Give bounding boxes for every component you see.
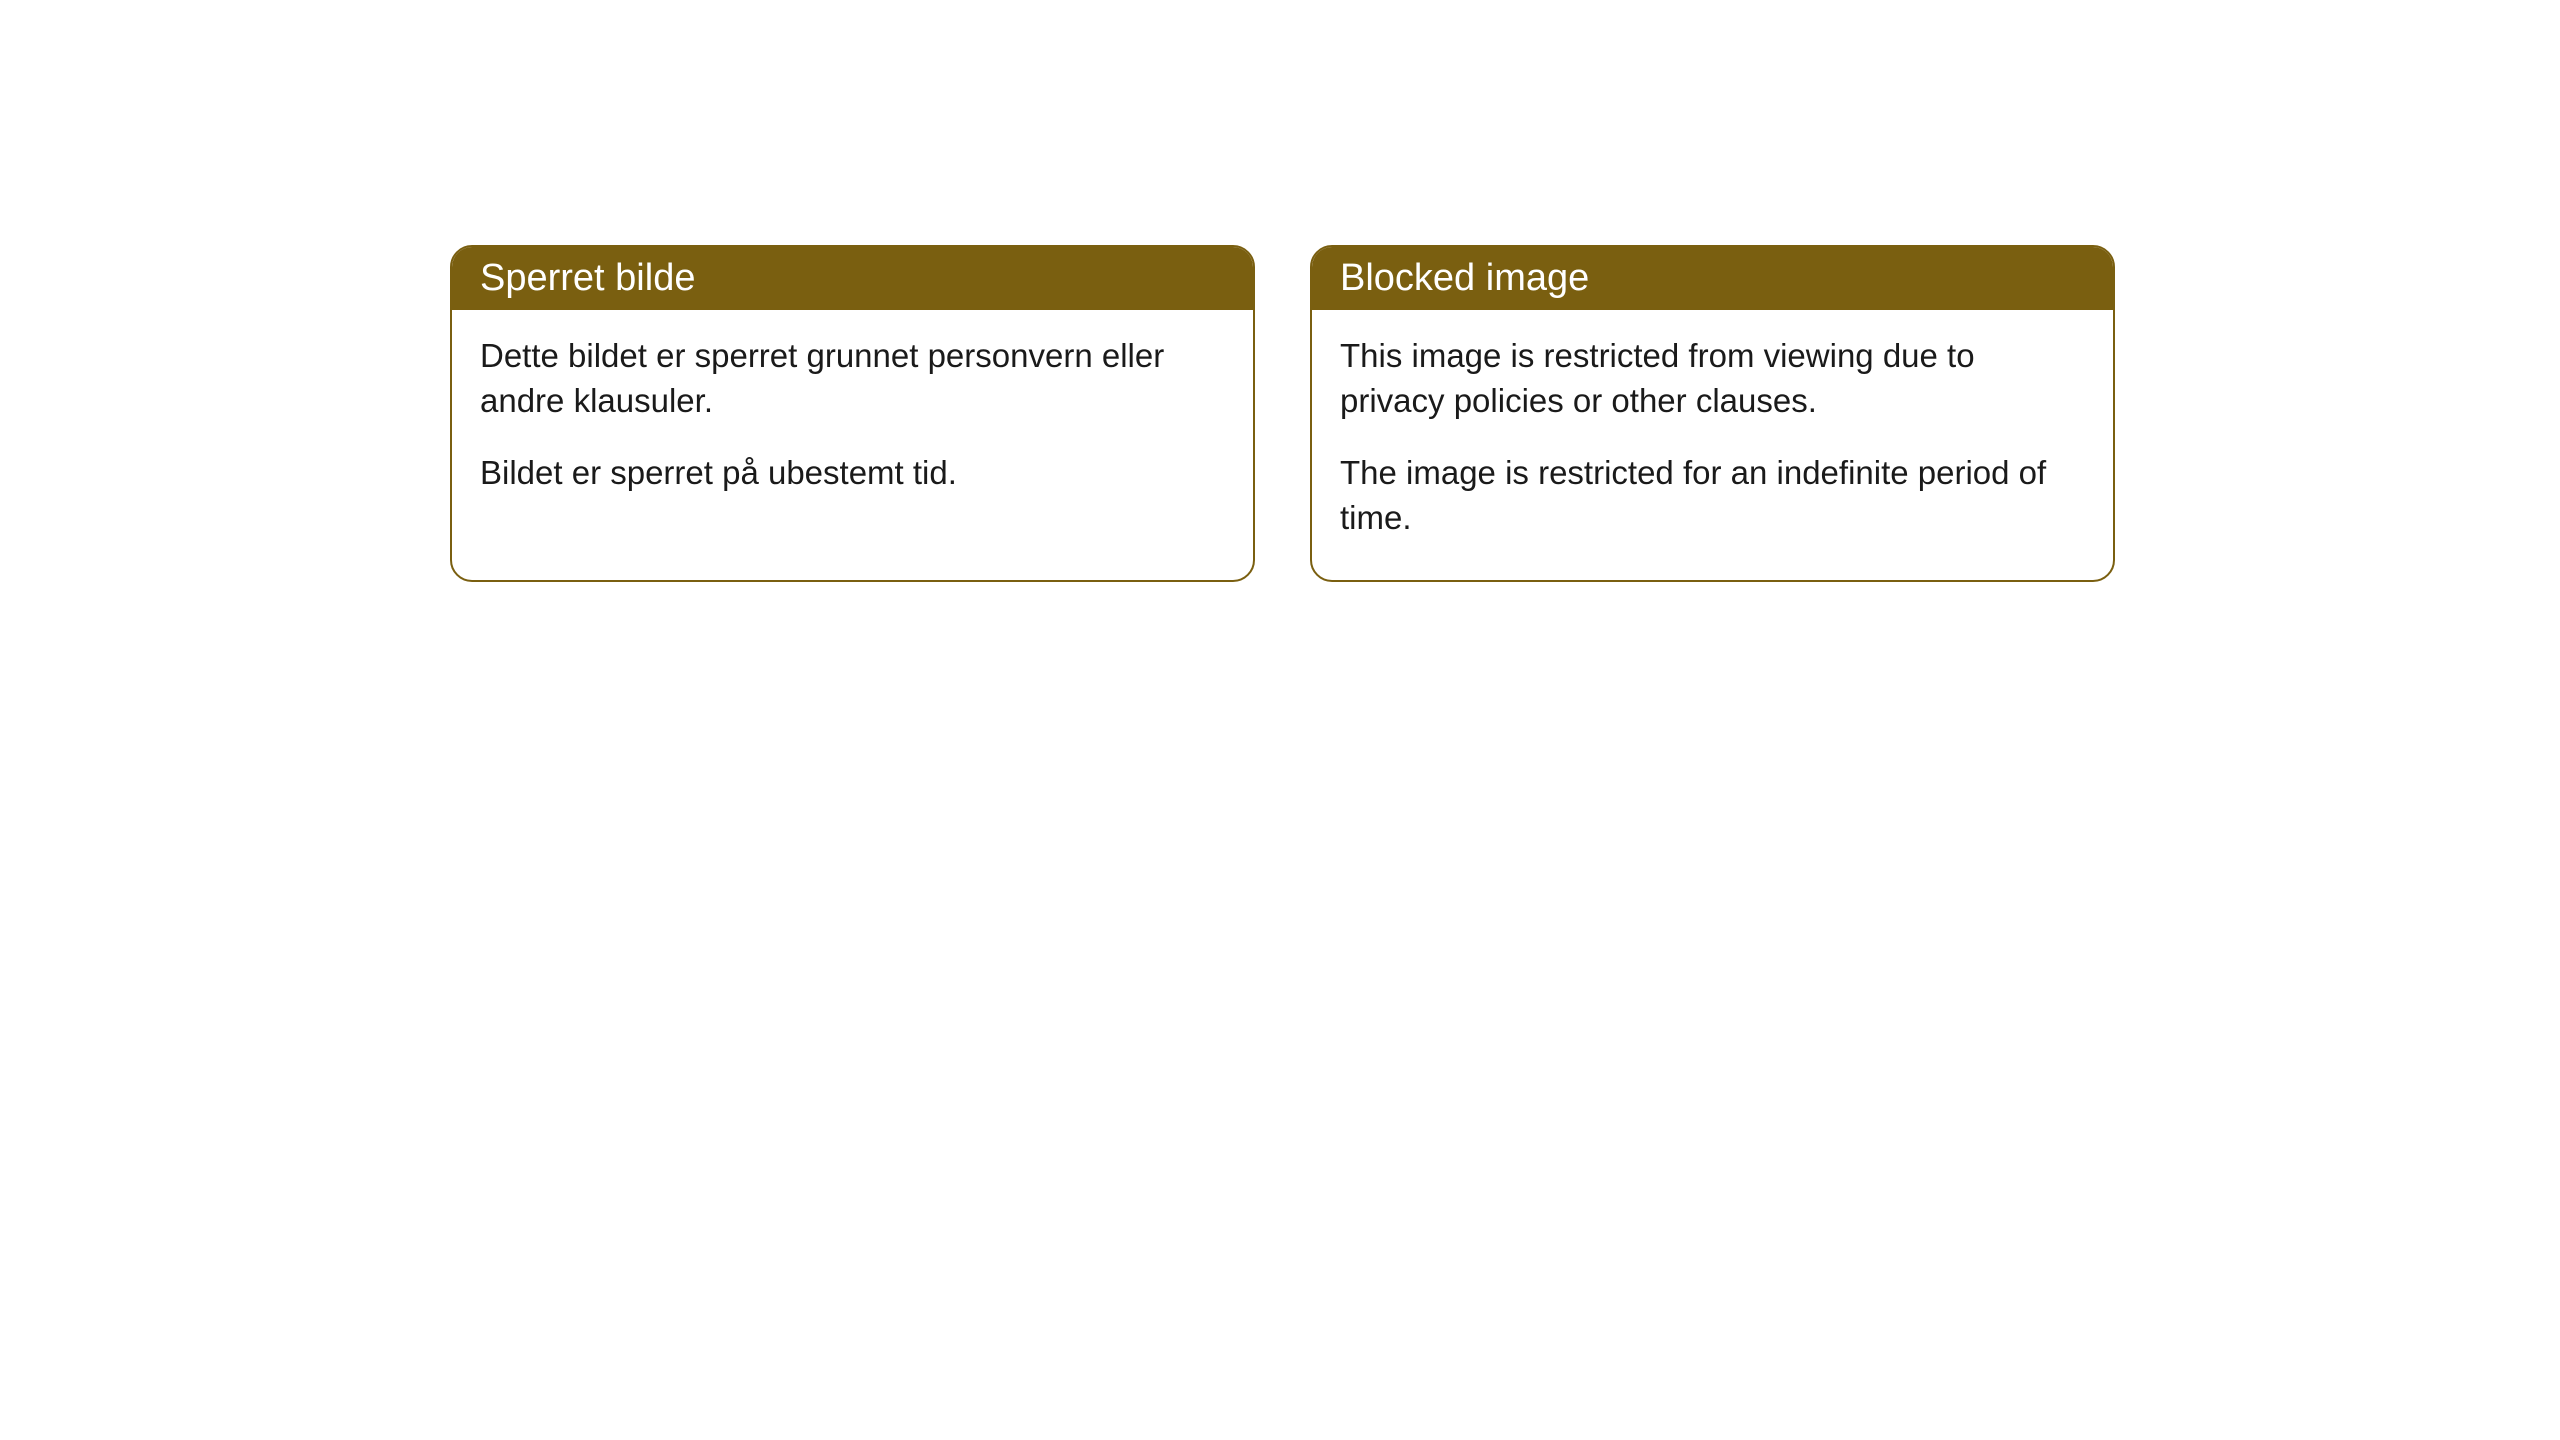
card-title: Sperret bilde — [480, 257, 695, 299]
card-paragraph: Bildet er sperret på ubestemt tid. — [480, 451, 1225, 496]
card-paragraph: Dette bildet er sperret grunnet personve… — [480, 334, 1225, 423]
notice-cards-container: Sperret bilde Dette bildet er sperret gr… — [450, 245, 2115, 582]
card-body-norwegian: Dette bildet er sperret grunnet personve… — [452, 310, 1253, 536]
card-header-norwegian: Sperret bilde — [452, 247, 1253, 310]
card-header-english: Blocked image — [1312, 247, 2113, 310]
notice-card-norwegian: Sperret bilde Dette bildet er sperret gr… — [450, 245, 1255, 582]
notice-card-english: Blocked image This image is restricted f… — [1310, 245, 2115, 582]
card-body-english: This image is restricted from viewing du… — [1312, 310, 2113, 580]
card-paragraph: The image is restricted for an indefinit… — [1340, 451, 2085, 540]
card-title: Blocked image — [1340, 257, 1589, 299]
card-paragraph: This image is restricted from viewing du… — [1340, 334, 2085, 423]
